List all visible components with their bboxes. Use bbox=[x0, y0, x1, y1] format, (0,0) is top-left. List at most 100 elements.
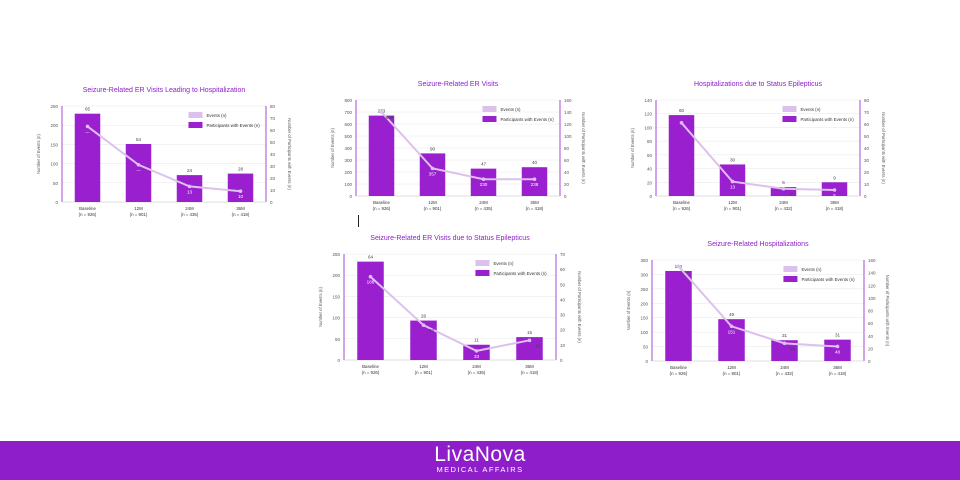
x-tick-label: (n = 432) bbox=[776, 371, 794, 376]
y-tick-label: 200 bbox=[332, 273, 340, 278]
line-data-label: 6 bbox=[790, 192, 793, 197]
line-point bbox=[430, 166, 435, 171]
y-tick-label: 600 bbox=[344, 122, 352, 127]
line-data-label: 669 bbox=[386, 115, 394, 120]
x-tick-label: (n = 926) bbox=[79, 212, 97, 217]
legend-swatch-participants bbox=[475, 270, 490, 276]
legend-swatch-participants bbox=[482, 116, 497, 122]
y2-tick-label: 60 bbox=[864, 122, 870, 127]
y2-tick-label: 70 bbox=[864, 110, 870, 115]
y-tick-label: 250 bbox=[332, 252, 340, 257]
legend-label-participants: Participants with Events (n) bbox=[500, 117, 554, 122]
chart-svg: Seizure-Related ER Visits010020030040050… bbox=[330, 81, 586, 211]
x-tick-label: (n = 418) bbox=[826, 206, 844, 211]
line-point bbox=[379, 110, 384, 114]
line-point bbox=[481, 177, 486, 181]
line-point bbox=[368, 274, 373, 279]
bar-data-label: 40 bbox=[532, 160, 538, 165]
bar bbox=[74, 113, 101, 202]
y-axis-label: Number of Events (n) bbox=[318, 286, 323, 326]
line-data-label: --- bbox=[684, 269, 689, 274]
bar bbox=[668, 115, 695, 196]
bar-data-label: 54 bbox=[136, 137, 142, 142]
y2-tick-label: 10 bbox=[560, 343, 566, 348]
y2-tick-label: 40 bbox=[564, 170, 570, 175]
chart-svg: Seizure-Related ER Visits due to Status … bbox=[318, 235, 582, 375]
x-tick-label: 24M bbox=[780, 365, 789, 370]
y2-tick-label: 20 bbox=[864, 170, 870, 175]
legend-label-events: Events (n) bbox=[206, 113, 227, 118]
legend-label-events: Events (n) bbox=[500, 107, 521, 112]
bar bbox=[125, 144, 152, 202]
y2-axis-label: Number of Participants with Events (n) bbox=[881, 112, 886, 184]
legend-swatch-participants bbox=[782, 116, 797, 122]
y-tick-label: 150 bbox=[50, 142, 58, 147]
line-point bbox=[532, 177, 537, 181]
chart-er-visits-status-epilepticus: Seizure-Related ER Visits due to Status … bbox=[310, 232, 590, 382]
x-tick-label: (n = 435) bbox=[468, 370, 486, 375]
y2-tick-label: 30 bbox=[864, 158, 870, 163]
y2-tick-label: 40 bbox=[560, 297, 566, 302]
y-tick-label: 0 bbox=[649, 194, 652, 199]
x-tick-label: 12M bbox=[727, 365, 736, 370]
line-point bbox=[782, 341, 787, 346]
x-tick-label: Baseline bbox=[373, 200, 390, 205]
x-tick-label: 36M bbox=[833, 365, 842, 370]
y2-tick-label: 0 bbox=[868, 359, 871, 364]
x-tick-label: (n = 901) bbox=[723, 371, 741, 376]
bar-data-label: 60 bbox=[679, 108, 685, 113]
y2-axis-label: Number of Participants with Events (n) bbox=[885, 275, 890, 347]
bar bbox=[824, 339, 851, 361]
y-tick-label: 500 bbox=[344, 134, 352, 139]
line-data-label: 10 bbox=[238, 194, 244, 199]
legend-label-events: Events (n) bbox=[493, 261, 514, 266]
x-tick-label: 36M bbox=[525, 364, 534, 369]
x-tick-label: 24M bbox=[779, 200, 788, 205]
line-data-label: --- bbox=[136, 168, 141, 173]
brand-subtitle: MEDICAL AFFAIRS bbox=[436, 465, 524, 474]
y-tick-label: 100 bbox=[640, 330, 648, 335]
line-data-label: --- bbox=[85, 129, 90, 134]
x-tick-label: 24M bbox=[472, 364, 481, 369]
x-tick-label: (n = 926) bbox=[373, 206, 391, 211]
y-tick-label: 200 bbox=[344, 170, 352, 175]
y-tick-label: 200 bbox=[640, 301, 648, 306]
bar bbox=[770, 187, 797, 196]
y2-axis-label: Number of Participants with Events (n) bbox=[577, 271, 582, 343]
bar-data-label: 15 bbox=[527, 330, 533, 335]
line-point bbox=[421, 323, 426, 327]
y-axis-label: Number of Events (n) bbox=[630, 127, 635, 167]
y-tick-label: 100 bbox=[344, 182, 352, 187]
x-tick-label: (n = 901) bbox=[724, 206, 742, 211]
y2-tick-label: 30 bbox=[270, 164, 276, 169]
x-tick-label: Baseline bbox=[362, 364, 379, 369]
x-tick-label: (n = 435) bbox=[181, 212, 199, 217]
y2-tick-label: 100 bbox=[564, 134, 572, 139]
bar bbox=[176, 175, 203, 202]
line-data-label: 48 bbox=[835, 349, 841, 354]
bar-data-label: 6 bbox=[782, 180, 785, 185]
brand-logo: LivaNova bbox=[434, 443, 526, 466]
bar-data-label: 31 bbox=[782, 333, 788, 338]
bar bbox=[771, 340, 798, 361]
y-tick-label: 800 bbox=[344, 98, 352, 103]
line-point bbox=[474, 349, 479, 353]
line-point bbox=[730, 179, 735, 184]
y-axis-label: Number of Events (n) bbox=[330, 127, 335, 167]
legend-swatch-participants bbox=[188, 122, 203, 128]
bar bbox=[521, 167, 548, 196]
bar bbox=[516, 337, 543, 360]
legend-swatch-events bbox=[482, 106, 497, 112]
line-series bbox=[369, 275, 530, 352]
y2-axis-label: Number of Participants with Events (n) bbox=[581, 112, 586, 184]
y2-tick-label: 20 bbox=[560, 328, 566, 333]
x-tick-label: (n = 926) bbox=[670, 371, 688, 376]
y-tick-label: 50 bbox=[53, 181, 59, 186]
x-tick-label: (n = 418) bbox=[829, 371, 847, 376]
y2-tick-label: 0 bbox=[270, 200, 273, 205]
y2-tick-label: 70 bbox=[270, 116, 276, 121]
line-series bbox=[86, 125, 241, 193]
chart-seizure-related-hospitalizations: Seizure-Related Hospitalizations 0 50 100 15… bbox=[618, 238, 898, 383]
x-tick-label: 12M bbox=[428, 200, 437, 205]
x-tick-label: Baseline bbox=[670, 365, 687, 370]
